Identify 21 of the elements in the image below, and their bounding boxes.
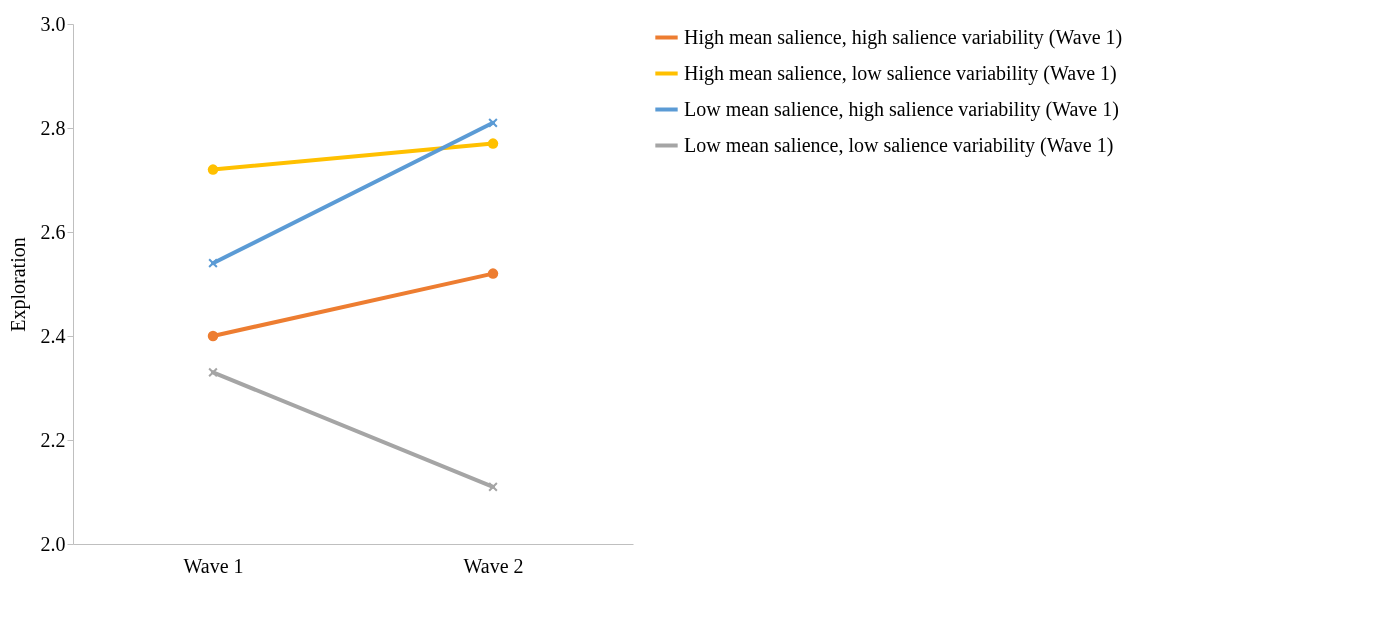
legend-label: High mean salience, low salience variability (Wave 1)	[684, 61, 1117, 85]
point	[208, 367, 218, 378]
y-tick-label: 2.8	[40, 116, 66, 139]
x-tick-label: Wave 1	[183, 554, 244, 577]
legend-label: Low mean salience, high salience variability (Wave 1)	[684, 97, 1119, 121]
y-tick-label: 2.2	[40, 428, 66, 451]
y-tick-label: 2.0	[40, 532, 66, 555]
point	[487, 268, 499, 279]
x-tick-label: Wave 2	[463, 554, 524, 577]
y-tick-label: 3.0	[40, 12, 66, 35]
point	[487, 138, 499, 149]
point	[208, 258, 218, 269]
y-tick-label: 2.4	[40, 324, 66, 347]
legend-label: Low mean salience, low salience variability (Wave 1)	[684, 133, 1114, 157]
point	[488, 481, 498, 492]
y-axis-title: Exploration	[6, 237, 30, 332]
y-tick-label: 2.6	[40, 220, 66, 243]
point	[488, 117, 498, 128]
legend-label: High mean salience, high salience variability (Wave 1)	[684, 25, 1123, 49]
point	[207, 164, 219, 175]
point	[207, 330, 219, 342]
